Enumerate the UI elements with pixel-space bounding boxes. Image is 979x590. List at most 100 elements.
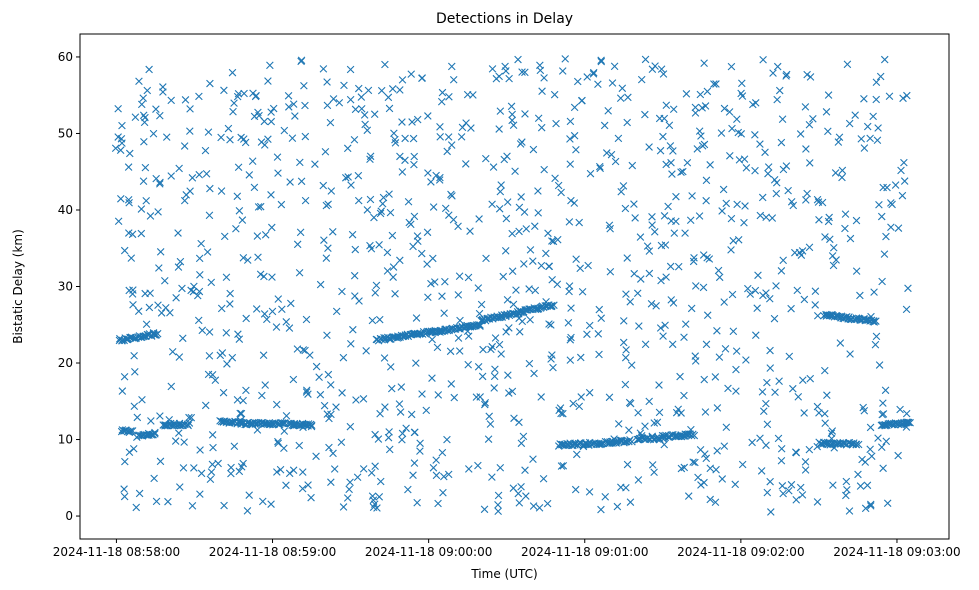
detection-point (706, 161, 714, 169)
detection-point (764, 163, 773, 171)
detection-point (174, 429, 183, 437)
detection-point (572, 145, 580, 154)
detection-point (670, 229, 679, 237)
y-tick-label: 50 (58, 126, 73, 140)
detection-point (760, 407, 768, 416)
detection-point (557, 188, 565, 197)
detection-point (727, 246, 735, 254)
detection-point (622, 346, 630, 354)
detection-point (867, 452, 876, 460)
detection-point (233, 396, 242, 404)
detection-point (751, 166, 759, 175)
detection-point (133, 413, 142, 422)
detection-point (894, 224, 903, 232)
detection-point (688, 192, 696, 200)
detection-point (703, 87, 712, 96)
detection-point (503, 198, 512, 206)
detection-point (407, 410, 416, 419)
detection-point (813, 195, 822, 204)
detection-point (522, 492, 530, 500)
detection-point (813, 402, 822, 411)
detection-point (206, 184, 214, 193)
detection-point (880, 55, 889, 64)
detection-point (268, 307, 277, 316)
detection-point (691, 103, 700, 112)
detection-point (537, 123, 546, 132)
detection-point (179, 334, 187, 343)
detection-point (201, 146, 210, 155)
detection-point (282, 481, 290, 490)
detection-point (258, 497, 267, 506)
detection-point (129, 300, 137, 309)
detection-point (353, 473, 362, 482)
detection-point (645, 143, 653, 151)
detection-point (366, 152, 375, 161)
detection-point (243, 256, 252, 264)
detection-point (139, 111, 148, 120)
detection-point (141, 113, 149, 122)
detection-point (595, 305, 604, 314)
detection-point (324, 370, 333, 379)
detection-point (111, 144, 120, 153)
detection-point (494, 501, 502, 509)
detection-point (445, 211, 453, 219)
detection-point (455, 347, 464, 355)
detection-point (576, 264, 584, 273)
detection-point (375, 493, 384, 501)
detection-point (388, 85, 397, 93)
detection-point (766, 477, 774, 486)
detection-point (777, 444, 786, 453)
detection-point (596, 164, 604, 173)
detection-point (900, 177, 909, 185)
detection-point (661, 321, 669, 330)
detection-point (507, 102, 516, 111)
detection-point (793, 286, 802, 295)
detection-point (800, 295, 809, 304)
detection-point (613, 502, 622, 511)
detection-point (316, 280, 325, 289)
detection-point (668, 340, 677, 349)
detection-point (224, 124, 233, 133)
detection-point (282, 412, 291, 420)
detection-point (114, 217, 123, 226)
detection-point (352, 396, 360, 404)
detection-point (481, 399, 490, 407)
detection-point (824, 127, 832, 136)
detection-point (505, 74, 513, 83)
detection-point (410, 459, 419, 467)
track-detection-point (185, 419, 194, 427)
detection-point (777, 138, 786, 147)
detection-point (488, 200, 496, 209)
detection-point (611, 157, 620, 166)
detection-point (866, 134, 874, 143)
detection-point (129, 286, 137, 294)
detection-point (754, 271, 762, 280)
detection-point (858, 455, 866, 464)
detection-point (549, 237, 558, 246)
detection-point (234, 330, 242, 339)
detection-point (805, 159, 814, 167)
detection-point (749, 100, 757, 109)
detection-point (125, 448, 134, 457)
detection-point (391, 139, 400, 147)
detection-point (657, 276, 665, 285)
detection-point (434, 391, 443, 399)
detection-point (677, 464, 686, 473)
detection-point (800, 409, 808, 417)
detection-point (508, 116, 516, 125)
detection-point (381, 403, 389, 411)
detection-point (836, 339, 845, 347)
detection-point (801, 466, 810, 474)
detection-point (197, 239, 205, 248)
detection-point (773, 62, 782, 71)
detection-point (529, 502, 538, 510)
detection-point (127, 254, 136, 262)
detection-point (422, 406, 431, 415)
detection-point (413, 115, 422, 124)
detection-point (147, 417, 155, 425)
detection-point (312, 362, 321, 371)
detection-point (715, 353, 724, 361)
detection-point (789, 201, 798, 210)
detection-point (474, 461, 482, 470)
